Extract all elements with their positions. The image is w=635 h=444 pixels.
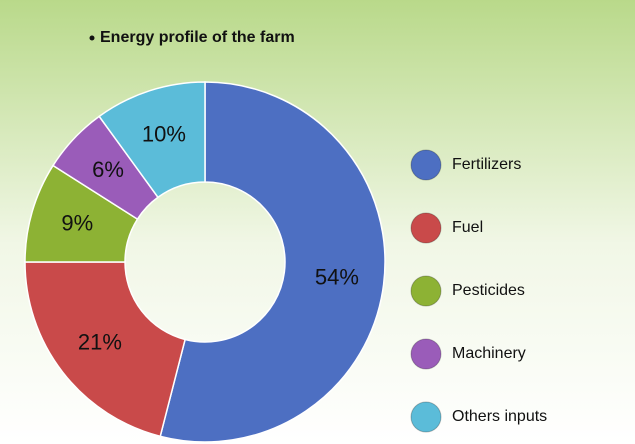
chart-title: Energy profile of the farm [100,29,295,46]
data-label: 21% [78,329,122,354]
data-label: 10% [142,121,186,146]
legend-label: Fertilizers [452,156,521,173]
donut-segment [159,81,386,443]
donut-segment [98,81,206,199]
legend-swatch [410,338,442,370]
legend-label: Machinery [452,345,526,362]
legend-label: Fuel [452,219,483,236]
legend-label: Others inputs [452,408,547,425]
data-label: 6% [92,157,124,182]
legend-swatch [410,212,442,244]
legend-label: Pesticides [452,282,525,299]
data-label: 54% [315,264,359,289]
title-bullet [89,35,95,41]
legend-swatch [410,149,442,181]
donut-segment [24,261,187,438]
data-label: 9% [61,211,93,236]
legend-swatch [410,401,442,433]
legend-swatch [410,275,442,307]
